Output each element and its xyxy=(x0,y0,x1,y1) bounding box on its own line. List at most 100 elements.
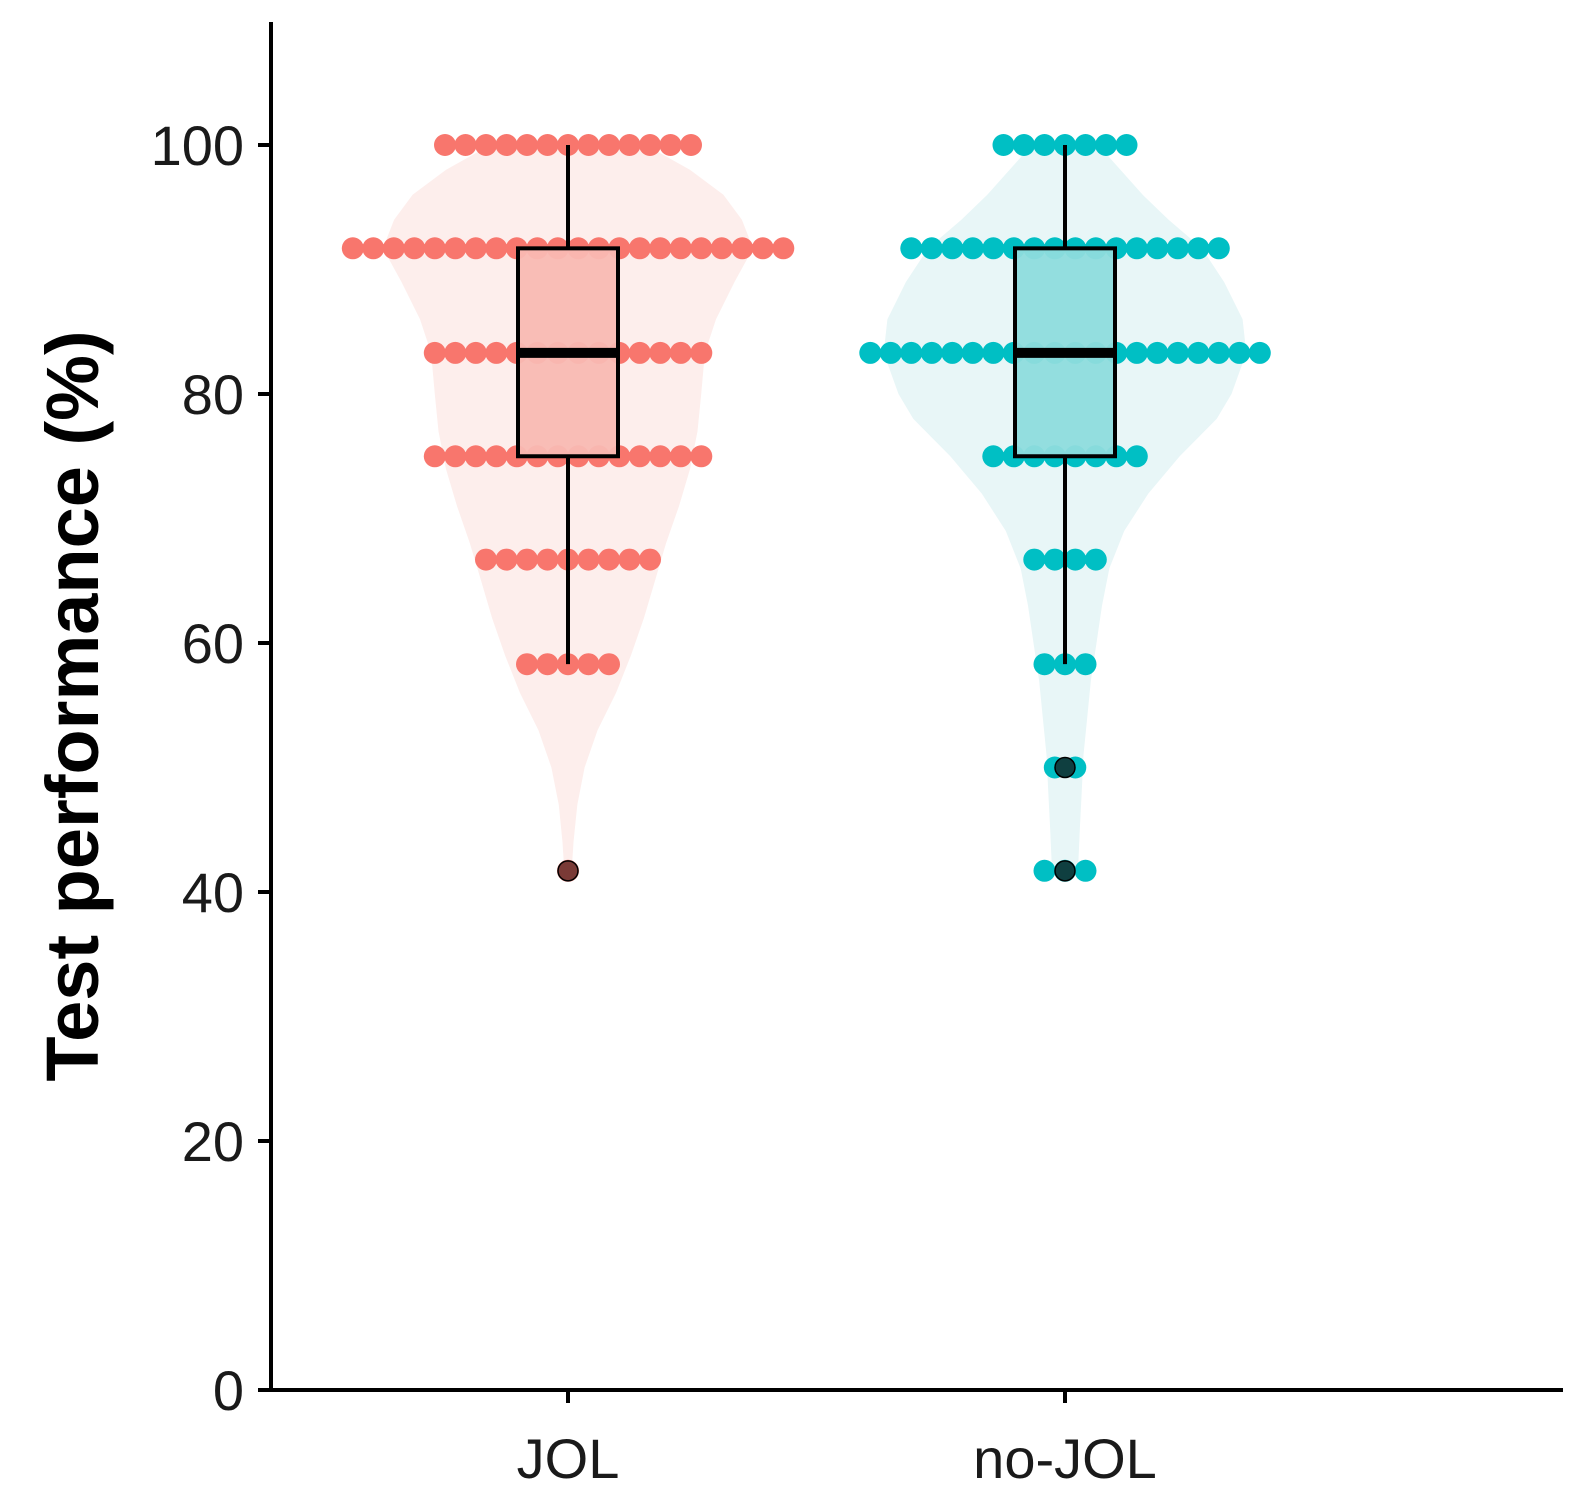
data-point xyxy=(690,341,713,364)
data-point xyxy=(669,237,692,260)
data-point xyxy=(1146,341,1169,364)
data-point xyxy=(669,341,692,364)
data-point xyxy=(444,237,467,260)
outlier-point xyxy=(1054,756,1076,779)
data-point xyxy=(598,134,620,156)
data-point xyxy=(1125,237,1148,260)
data-point xyxy=(403,237,426,260)
data-point xyxy=(649,341,672,364)
data-point xyxy=(900,237,923,260)
data-point xyxy=(649,445,672,468)
data-point xyxy=(485,341,508,364)
data-point xyxy=(659,134,682,156)
plot-area xyxy=(341,134,1271,882)
data-point xyxy=(536,548,559,571)
data-point xyxy=(1228,341,1251,364)
data-point xyxy=(1146,237,1169,260)
data-point xyxy=(577,134,600,156)
data-point xyxy=(628,341,651,364)
data-point xyxy=(710,237,733,260)
data-point xyxy=(1187,341,1210,364)
data-point xyxy=(982,445,1005,468)
data-point xyxy=(628,237,651,260)
data-point xyxy=(464,237,487,260)
data-point xyxy=(879,341,902,364)
tick-labels: 0 20 40 60 80 100 JOL no-JOL xyxy=(151,114,1157,1490)
data-point xyxy=(598,548,620,571)
group-JOL xyxy=(341,134,795,882)
data-point xyxy=(1023,548,1046,571)
data-point xyxy=(434,134,456,156)
y-tick-label: 40 xyxy=(182,861,244,924)
outlier-point xyxy=(557,860,579,882)
data-point xyxy=(1013,134,1035,156)
data-point xyxy=(618,548,641,571)
data-point xyxy=(495,134,518,156)
data-point xyxy=(649,237,672,260)
data-point xyxy=(1115,134,1138,156)
data-point xyxy=(669,445,692,468)
data-point xyxy=(536,134,559,156)
data-point xyxy=(1033,134,1056,156)
data-point xyxy=(1064,548,1087,571)
data-point xyxy=(1043,548,1066,571)
data-point xyxy=(1166,237,1189,260)
data-point xyxy=(577,653,600,676)
data-point xyxy=(382,237,405,260)
data-point xyxy=(1248,341,1271,364)
data-point xyxy=(859,341,882,364)
data-point xyxy=(961,237,984,260)
data-point xyxy=(516,548,538,571)
data-point xyxy=(1125,445,1148,468)
data-point xyxy=(485,445,508,468)
data-point xyxy=(1074,653,1097,676)
data-point xyxy=(516,134,538,156)
data-point xyxy=(577,548,600,571)
data-point xyxy=(444,445,467,468)
data-point xyxy=(1187,237,1210,260)
y-axis-title: Test performance (%) xyxy=(31,330,114,1081)
data-point xyxy=(751,237,774,260)
x-tick-label: no-JOL xyxy=(973,1427,1157,1490)
data-point xyxy=(1033,653,1056,676)
data-point xyxy=(536,653,559,676)
data-point xyxy=(941,237,964,260)
data-point xyxy=(920,341,943,364)
data-point xyxy=(1125,341,1148,364)
data-point xyxy=(362,237,385,260)
data-point xyxy=(475,134,497,156)
data-point xyxy=(690,237,713,260)
data-point xyxy=(639,134,661,156)
data-point xyxy=(992,134,1015,156)
data-point xyxy=(516,653,538,676)
y-tick-label: 60 xyxy=(182,612,244,675)
data-point xyxy=(618,134,641,156)
data-point xyxy=(639,548,661,571)
data-point xyxy=(341,237,364,260)
data-point xyxy=(1033,859,1056,882)
data-point xyxy=(920,237,943,260)
outlier-point xyxy=(1054,860,1076,882)
data-point xyxy=(1095,134,1117,156)
data-point xyxy=(1074,859,1097,882)
data-point xyxy=(900,341,923,364)
data-point xyxy=(1084,548,1107,571)
y-tick-label: 20 xyxy=(182,1110,244,1173)
data-point xyxy=(423,341,446,364)
data-point xyxy=(982,237,1005,260)
group-no-JOL xyxy=(859,134,1271,882)
axes xyxy=(269,22,1563,1392)
x-tick-label: JOL xyxy=(517,1427,620,1490)
data-point xyxy=(464,341,487,364)
y-tick-label: 0 xyxy=(213,1359,244,1422)
data-point xyxy=(961,341,984,364)
data-point xyxy=(485,237,508,260)
data-point xyxy=(1207,341,1230,364)
data-point xyxy=(628,445,651,468)
data-point xyxy=(495,548,518,571)
data-point xyxy=(1074,134,1097,156)
data-point xyxy=(982,341,1005,364)
data-point xyxy=(1166,341,1189,364)
data-point xyxy=(475,548,497,571)
